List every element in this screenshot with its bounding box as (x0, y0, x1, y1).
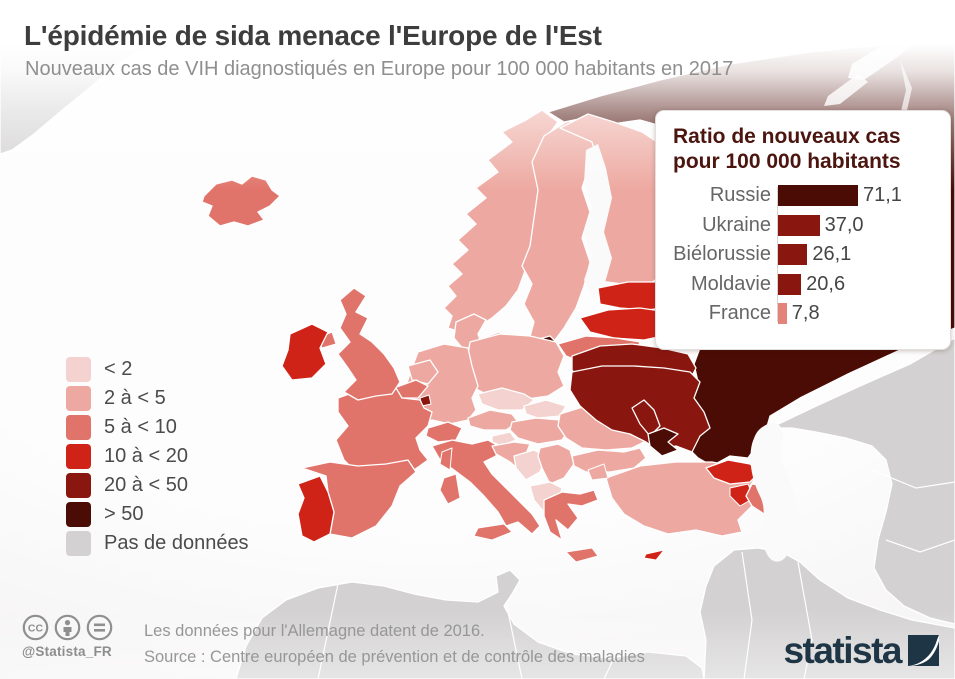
callout-title: Ratio de nouveaux cas pour 100 000 habit… (673, 125, 901, 173)
bar-row: Russie 71,1 (673, 184, 934, 207)
page-title: L'épidémie de sida menace l'Europe de l'… (24, 20, 602, 51)
bar (778, 273, 802, 295)
map-country-hungary (509, 417, 571, 445)
map-country-switzerland (425, 421, 463, 443)
legend-label: Pas de données (104, 532, 249, 554)
footer-notes: Les données pour l'Allemagne datent de 2… (144, 618, 645, 670)
map-country-bulgaria (571, 447, 647, 473)
bar-value: 71,1 (863, 184, 902, 207)
bar-row: France 7,8 (673, 302, 934, 325)
cc-icon[interactable]: CC (22, 614, 49, 641)
map-region-crimea (647, 427, 679, 457)
statista-logo[interactable]: statista (783, 632, 939, 669)
bar-category-label: Biélorussie (673, 243, 771, 266)
bar-row: Ukraine 37,0 (673, 213, 934, 236)
legend-label: < 2 (104, 358, 133, 380)
map-country-netherlands (407, 359, 439, 385)
bar (778, 303, 787, 325)
map-country-greece (543, 489, 599, 541)
map-country-cyprus (643, 549, 665, 561)
map-region-corsica (439, 447, 453, 471)
bar-category-label: Russie (709, 184, 771, 207)
map-country-poland (465, 333, 565, 401)
legend-row: > 50 (66, 500, 249, 529)
bar-row: Moldavie 20,6 (673, 272, 934, 295)
caspian-sea (750, 422, 798, 562)
legend-row: 5 à < 10 (66, 413, 249, 442)
bar-category-label: Moldavie (690, 272, 771, 295)
legend-row: 20 à < 50 (66, 471, 249, 500)
attribution-icon[interactable] (54, 614, 81, 641)
map-country-turkey (605, 461, 755, 537)
bar (778, 185, 858, 207)
page-subtitle: Nouveaux cas de VIH diagnostiqués en Eur… (25, 58, 734, 80)
cc-license-block[interactable]: CC @Statista_FR (22, 614, 113, 659)
legend-swatch (66, 386, 91, 411)
legend-swatch (66, 531, 91, 556)
map-country-serbia (537, 443, 575, 485)
bar-value: 7,8 (791, 302, 820, 325)
map-country-portugal (297, 475, 335, 543)
statista-mark-icon (908, 635, 939, 666)
statista-wordmark: statista (783, 630, 902, 671)
legend-swatch (66, 444, 91, 469)
map-country-iceland (201, 175, 281, 227)
map-region-sicily (473, 523, 513, 541)
map-region-turkey-thrace (587, 463, 609, 481)
legend-label: 20 à < 50 (104, 474, 188, 496)
footer-note: Les données pour l'Allemagne datent de 2… (144, 622, 485, 640)
map-legend: < 2 2 à < 5 5 à < 10 10 à < 20 20 à < 50 > 50… (66, 355, 249, 558)
legend-swatch (66, 473, 91, 498)
map-region-crete (565, 547, 599, 563)
map-country-italy (431, 439, 541, 535)
map-region-central-asia (769, 337, 955, 625)
legend-row: 10 à < 20 (66, 442, 249, 471)
map-country-united-kingdom (337, 287, 401, 401)
bar-row: Biélorussie 26,1 (673, 243, 934, 266)
svg-text:CC: CC (28, 623, 44, 635)
legend-row: Pas de données (66, 529, 249, 558)
legend-row: < 2 (66, 355, 249, 384)
legend-label: 5 à < 10 (104, 416, 177, 438)
legend-row: 2 à < 5 (66, 384, 249, 413)
bar (778, 244, 808, 266)
legend-swatch (66, 502, 91, 527)
bar-chart-axis (777, 187, 778, 323)
legend-label: 2 à < 5 (104, 387, 166, 409)
map-country-france (335, 387, 433, 475)
twitter-handle[interactable]: @Statista_FR (22, 644, 112, 659)
callout-box: Ratio de nouveaux cas pour 100 000 habit… (655, 110, 951, 350)
legend-swatch (66, 415, 91, 440)
bar-value: 37,0 (824, 213, 864, 236)
map-country-moldova (631, 399, 661, 437)
bar-value: 20,6 (806, 272, 846, 295)
bar-category-label: France (708, 302, 771, 325)
map-country-ireland (281, 323, 329, 381)
bar-chart: Russie 71,1 Ukraine 37,0 Biélorussie 26,1 Mold… (673, 184, 934, 325)
map-region-north-africa (235, 569, 705, 679)
map-region-sardinia (439, 473, 461, 505)
bar-category-label: Ukraine (702, 213, 771, 236)
no-derivatives-icon[interactable] (86, 614, 113, 641)
footer-source: Source : Centre européen de prévention e… (144, 648, 645, 666)
legend-swatch (66, 357, 91, 382)
legend-label: 10 à < 20 (104, 445, 188, 467)
legend-label: > 50 (104, 503, 144, 525)
bar (778, 214, 820, 236)
bar-value: 26,1 (812, 243, 852, 266)
map-region-middle-east (699, 547, 955, 679)
